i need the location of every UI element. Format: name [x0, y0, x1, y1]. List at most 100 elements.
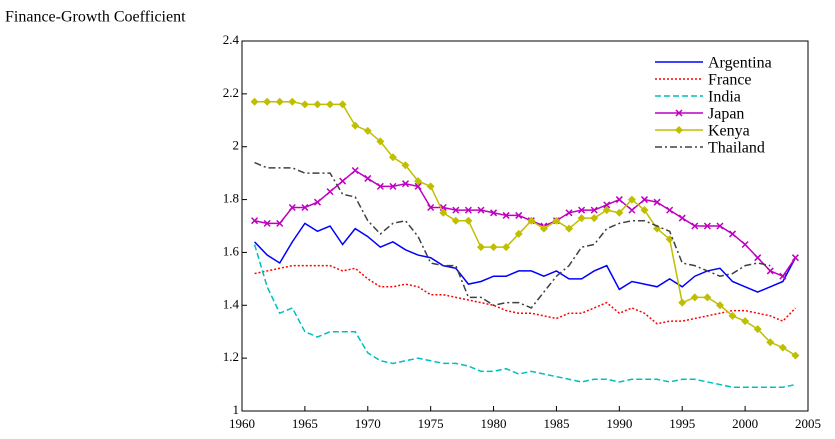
series-marker [615, 196, 623, 204]
legend-label: India [708, 89, 741, 106]
series-marker [351, 166, 359, 175]
series-marker [741, 317, 750, 326]
series-marker [401, 180, 410, 188]
series-marker [715, 301, 724, 310]
series-marker [313, 198, 321, 206]
series-line [254, 264, 796, 325]
series-marker [653, 224, 662, 233]
series-marker [753, 325, 762, 334]
series-marker [276, 219, 284, 227]
plot-frame [241, 40, 809, 412]
series-marker [539, 224, 548, 233]
series-marker [376, 182, 384, 190]
series-marker [653, 198, 661, 206]
series-marker [666, 206, 674, 214]
legend-marker [675, 109, 683, 117]
series-marker [691, 222, 699, 230]
series-marker [640, 206, 649, 215]
series-marker [565, 209, 573, 217]
series-marker [590, 206, 598, 214]
y-tick-label: 1 [233, 402, 240, 417]
series-marker [250, 97, 259, 106]
series-marker [502, 211, 510, 219]
series-marker [477, 206, 485, 214]
series-marker [502, 243, 511, 252]
series-marker [439, 208, 448, 217]
series-marker [275, 97, 284, 106]
series-marker [301, 203, 309, 212]
legend-label: France [708, 72, 752, 89]
series-marker [427, 203, 435, 212]
legend-marker [675, 126, 683, 134]
series-marker [490, 209, 498, 217]
series-marker [552, 216, 561, 225]
series-marker [628, 206, 636, 214]
legend-label: Thailand [708, 140, 765, 157]
series-marker [527, 216, 536, 225]
series-marker [489, 243, 498, 252]
series-line [254, 169, 797, 278]
series-marker [414, 182, 422, 190]
series-marker [578, 206, 586, 214]
legend-label: Japan [708, 106, 744, 123]
y-tick-label: 1.8 [223, 191, 239, 206]
y-tick-label: 1.4 [223, 296, 240, 311]
series-marker [251, 217, 259, 225]
series-marker [602, 206, 611, 215]
series-marker [754, 254, 762, 262]
series-marker [451, 216, 460, 225]
series-marker [452, 206, 460, 214]
series-marker [729, 230, 737, 238]
y-tick-label: 1.2 [223, 349, 239, 364]
x-tick-label: 1970 [355, 416, 381, 431]
y-tick-label: 2.4 [223, 32, 240, 47]
chart-title: Finance-Growth Coefficient [5, 9, 186, 26]
y-tick-label: 2.2 [223, 85, 239, 100]
series-line [254, 161, 771, 309]
x-tick-label: 1960 [229, 416, 255, 431]
x-tick-label: 1980 [481, 416, 507, 431]
series-marker [565, 224, 574, 233]
series-marker [703, 293, 712, 302]
series-marker [339, 177, 347, 185]
series-marker [615, 208, 624, 217]
series-marker [464, 206, 472, 214]
series-marker [627, 195, 636, 204]
series-marker [577, 214, 586, 223]
series-marker [640, 196, 649, 204]
legend-label: Argentina [708, 55, 772, 72]
series-marker [300, 100, 309, 109]
series-marker [363, 126, 372, 135]
series-marker [716, 222, 724, 230]
series-marker [263, 219, 271, 227]
series-marker [426, 182, 435, 191]
series-marker [603, 201, 611, 209]
series-marker [678, 298, 687, 307]
x-tick-label: 1975 [418, 416, 444, 431]
series-marker [766, 267, 774, 275]
x-tick-label: 2000 [732, 416, 758, 431]
series-marker [779, 272, 787, 280]
series-marker [766, 338, 775, 347]
series-marker [464, 216, 473, 225]
series-marker [778, 343, 787, 352]
series-marker [313, 100, 322, 109]
series-marker [388, 153, 397, 162]
series-marker [288, 203, 296, 212]
series-marker [376, 137, 385, 146]
series-marker [728, 311, 737, 320]
series-marker [263, 97, 272, 106]
series-marker [690, 293, 699, 302]
x-tick-label: 2005 [795, 416, 821, 431]
series-marker [414, 177, 423, 186]
series-marker [590, 214, 599, 223]
series-marker [401, 161, 410, 170]
series-marker [326, 188, 334, 196]
series-marker [515, 211, 523, 219]
series-line [254, 222, 797, 293]
x-tick-label: 1985 [543, 416, 569, 431]
series-marker [703, 222, 711, 230]
series-marker [389, 182, 397, 190]
